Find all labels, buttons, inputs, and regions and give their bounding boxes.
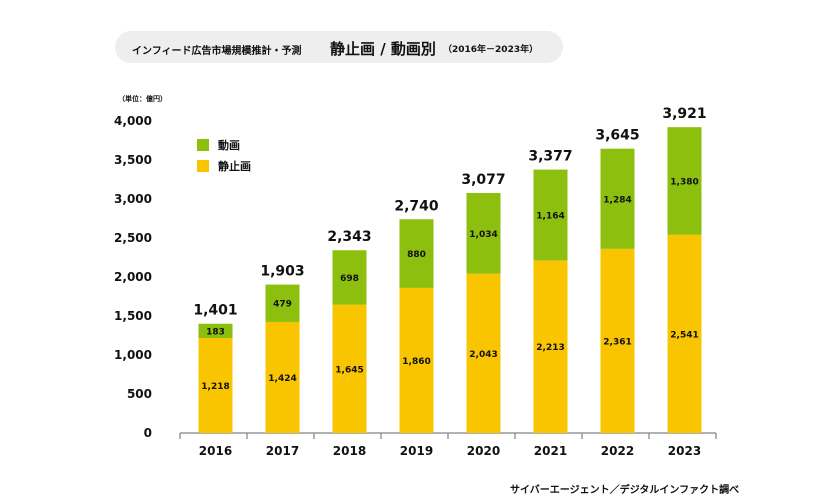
data-label-still: 1,218 bbox=[201, 382, 229, 392]
y-tick-label: 0 bbox=[144, 426, 152, 440]
bar-video bbox=[667, 127, 702, 235]
x-tick-label: 2019 bbox=[400, 444, 433, 458]
legend-label: 動画 bbox=[218, 138, 240, 152]
data-label-video: 183 bbox=[206, 327, 225, 337]
total-label: 1,401 bbox=[193, 303, 237, 319]
total-label: 2,740 bbox=[394, 198, 439, 214]
data-label-video: 698 bbox=[340, 274, 359, 284]
data-label-still: 2,043 bbox=[469, 350, 497, 360]
total-label: 3,921 bbox=[662, 106, 706, 122]
legend-label: 静止画 bbox=[218, 159, 251, 173]
bar-video bbox=[198, 323, 233, 338]
x-tick-label: 2018 bbox=[333, 444, 366, 458]
bar-video bbox=[399, 219, 434, 288]
data-label-still: 1,645 bbox=[335, 365, 363, 375]
data-label-still: 2,361 bbox=[603, 337, 631, 347]
title-banner bbox=[115, 31, 563, 63]
y-tick-label: 3,000 bbox=[114, 192, 152, 206]
total-label: 3,377 bbox=[528, 149, 572, 165]
data-label-video: 1,164 bbox=[536, 211, 564, 221]
y-tick-label: 4,000 bbox=[114, 114, 152, 128]
bar-still bbox=[600, 248, 635, 433]
bar-still bbox=[466, 273, 501, 433]
total-label: 1,903 bbox=[260, 264, 304, 280]
data-label-still: 2,213 bbox=[536, 343, 564, 353]
chart-title: インフィード広告市場規模推計・予測 bbox=[132, 46, 302, 57]
y-tick-label: 500 bbox=[127, 387, 152, 401]
bar-video bbox=[600, 148, 635, 249]
data-label-still: 1,860 bbox=[402, 357, 430, 367]
bar-video bbox=[332, 250, 367, 305]
bar-video bbox=[466, 192, 501, 274]
legend-swatch bbox=[197, 139, 209, 151]
data-label-still: 1,424 bbox=[268, 374, 296, 384]
x-tick-label: 2017 bbox=[266, 444, 299, 458]
legend-swatch bbox=[197, 160, 209, 172]
x-tick-label: 2021 bbox=[534, 444, 567, 458]
unit-label: （単位：億円） bbox=[118, 95, 167, 103]
x-tick-label: 2016 bbox=[199, 444, 232, 458]
chart-subtitle: 静止画 / 動画別 bbox=[330, 40, 436, 58]
bar-still bbox=[533, 260, 568, 433]
total-label: 3,645 bbox=[595, 128, 639, 144]
data-label-video: 1,034 bbox=[469, 230, 497, 240]
x-tick-label: 2023 bbox=[668, 444, 701, 458]
bar-still bbox=[332, 304, 367, 433]
bar-still bbox=[198, 337, 233, 433]
source-note: サイバーエージェント／デジタルインファクト調べ bbox=[510, 485, 740, 496]
data-label-video: 880 bbox=[407, 250, 426, 260]
bar-video bbox=[533, 169, 568, 261]
y-tick-label: 1,000 bbox=[114, 348, 152, 362]
bar-still bbox=[667, 234, 702, 433]
x-tick-label: 2022 bbox=[601, 444, 634, 458]
bar-video bbox=[265, 284, 300, 322]
total-label: 3,077 bbox=[461, 172, 505, 188]
data-label-video: 1,284 bbox=[603, 195, 631, 205]
y-tick-label: 2,000 bbox=[114, 270, 152, 284]
y-tick-label: 3,500 bbox=[114, 153, 152, 167]
data-label-video: 1,380 bbox=[670, 177, 698, 187]
bar-still bbox=[265, 321, 300, 433]
chart-date-range: （2016年－2023年） bbox=[443, 45, 539, 55]
x-tick-label: 2020 bbox=[467, 444, 500, 458]
total-label: 2,343 bbox=[327, 229, 371, 245]
data-label-video: 479 bbox=[273, 300, 292, 310]
bar-still bbox=[399, 287, 434, 433]
y-tick-label: 2,500 bbox=[114, 231, 152, 245]
y-tick-label: 1,500 bbox=[114, 309, 152, 323]
data-label-still: 2,541 bbox=[670, 330, 698, 340]
